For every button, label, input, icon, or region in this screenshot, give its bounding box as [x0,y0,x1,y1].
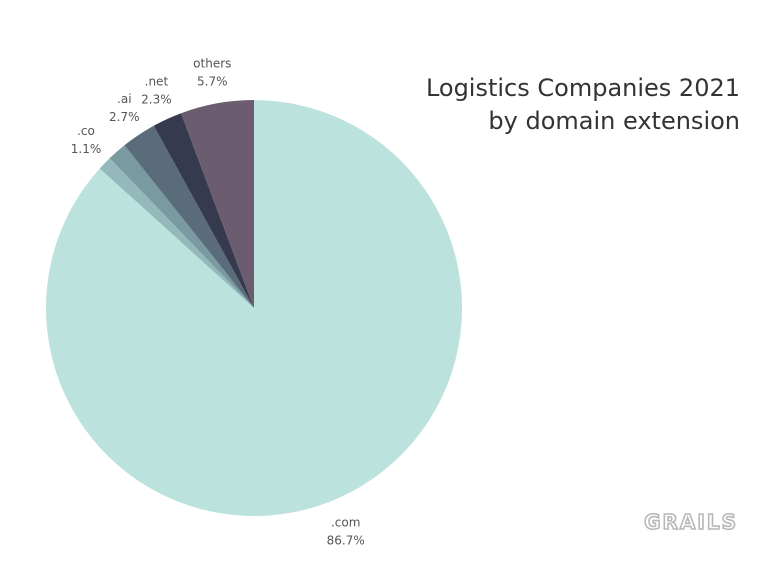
pie-slice-others [181,100,254,308]
slice-label-group: .ai 2.7% [109,92,140,124]
pie-slice-com [46,100,463,516]
slice-label: others [193,57,231,71]
pie-slice-unlabeled [109,145,254,308]
slice-label: .com [331,516,360,530]
slice-label-group: others 5.7% [193,57,231,89]
pie-slice-co [99,158,254,308]
slice-label-group: .net 2.3% [141,74,172,106]
grails-logo: GRAILS [643,509,738,535]
slice-label: .net [145,74,169,88]
slice-label-group: .com 86.7% [327,516,365,548]
slice-value-label: 1.1% [71,142,102,156]
slice-label-group: .co 1.1% [71,124,102,156]
slice-label: .co [77,124,95,138]
pie-slice-ai [124,125,255,308]
slice-value-label: 86.7% [327,534,365,548]
pie-slice-net [153,113,254,308]
slice-value-label: 5.7% [197,75,228,89]
chart-title-line-2: by domain extension [488,107,740,135]
pie-labels: .com 86.7% .co 1.1% .ai 2.7% .net 2.3% others 5.7… [71,57,365,548]
slice-value-label: 2.7% [109,110,140,124]
chart-title-line-1: Logistics Companies 2021 [425,74,740,102]
chart-title: Logistics Companies 2021 by domain exten… [400,72,740,138]
slice-label: .ai [117,92,132,106]
slice-value-label: 2.3% [141,92,172,106]
pie-slices [46,100,463,516]
